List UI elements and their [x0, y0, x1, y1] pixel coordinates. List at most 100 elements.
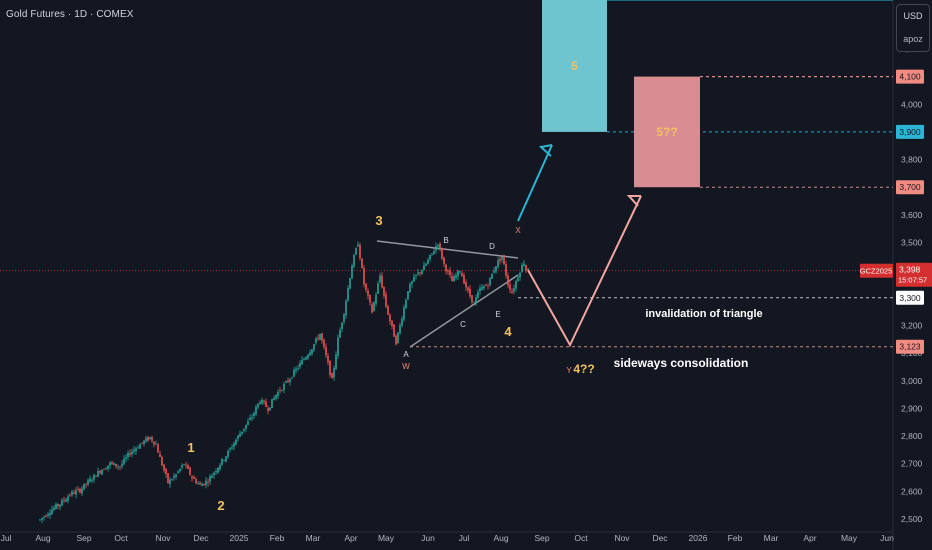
- candle-body: [373, 302, 375, 312]
- current-price-tag: [896, 262, 932, 287]
- price-level-tag: [896, 290, 924, 305]
- candle-body: [271, 399, 273, 409]
- candle-body: [193, 477, 195, 479]
- candle-body: [81, 488, 83, 494]
- triangle-lines: [376, 240, 519, 348]
- x-tick-label: Jul: [459, 533, 470, 543]
- candle-body: [365, 283, 367, 290]
- candle-body: [257, 403, 259, 408]
- candle-body: [299, 362, 301, 367]
- candle-body: [467, 287, 469, 291]
- symbol-tag: [860, 263, 893, 278]
- candle-body: [195, 479, 197, 484]
- candle-body: [117, 466, 119, 468]
- candle-body: [281, 390, 283, 391]
- candle-body: [197, 483, 199, 485]
- candle-body: [441, 248, 443, 259]
- triangle-boundary: [376, 240, 519, 259]
- x-tick-label: Sep: [534, 533, 549, 543]
- candle-body: [135, 448, 137, 452]
- candle-body: [437, 244, 439, 247]
- candle-body: [325, 346, 327, 356]
- y-tick-label: 2,900: [901, 403, 923, 413]
- candle-body: [201, 484, 203, 487]
- candle-body: [393, 324, 395, 337]
- candle-body: [39, 519, 41, 521]
- candle-body: [511, 291, 513, 293]
- wave-label: W: [402, 362, 410, 371]
- candle-body: [207, 481, 209, 483]
- candle-body: [49, 512, 51, 516]
- wave-label: 3: [375, 213, 382, 228]
- candle-body: [517, 277, 519, 282]
- currency-unit-box[interactable]: USD apoz: [896, 4, 930, 52]
- candle-body: [87, 480, 89, 485]
- wave-label: D: [489, 242, 495, 251]
- candle-body: [317, 337, 319, 339]
- candle-body: [509, 284, 511, 291]
- wave-label: 2: [217, 498, 224, 513]
- candle-body: [405, 299, 407, 309]
- candle-body: [187, 465, 189, 469]
- candle-body: [139, 444, 141, 449]
- candle-body: [507, 275, 509, 286]
- candle-body: [401, 318, 403, 326]
- candle-body: [105, 468, 107, 470]
- candle-body: [285, 381, 287, 383]
- candle-body: [145, 438, 147, 442]
- y-tick-label: 4,000: [901, 99, 923, 109]
- x-tick-label: Nov: [155, 533, 171, 543]
- candle-body: [307, 354, 309, 359]
- candle-body: [231, 447, 233, 449]
- time-axis[interactable]: Jul Aug Sep Oct Nov Dec 2025 Feb Mar Apr May Jun Jul…: [1, 533, 895, 543]
- candle-body: [97, 470, 99, 477]
- price-level-tag: [896, 339, 924, 354]
- price-level-tag-label: 3,700: [899, 182, 921, 192]
- wave-labels: 5 5?? 3 B D X C E4 AW Y 4?? 1 2 invalidation of trian…: [187, 59, 762, 513]
- candle-body: [389, 314, 391, 322]
- candle-body: [475, 297, 477, 304]
- projection-arrows: [517, 144, 642, 348]
- candle-body: [239, 433, 241, 437]
- candle-body: [199, 482, 201, 485]
- candle-body: [313, 344, 315, 350]
- y-tick-label: 3,200: [901, 320, 923, 330]
- invalidation-note: invalidation of triangle: [645, 308, 762, 320]
- candle-body: [59, 504, 61, 507]
- candle-body: [223, 459, 225, 461]
- candle-body: [113, 462, 115, 465]
- projection-box: [542, 0, 607, 132]
- price-axis[interactable]: 2,5002,6002,7002,8002,9003,0003,1003,200…: [860, 44, 932, 524]
- projection-label: 5: [571, 59, 578, 73]
- candle-body: [265, 401, 267, 407]
- candle-body: [263, 400, 265, 403]
- candle-body: [253, 412, 255, 417]
- candle-body: [361, 258, 363, 269]
- candle-body: [111, 461, 113, 464]
- candle-body: [321, 333, 323, 341]
- candle-body: [485, 285, 487, 286]
- currency-label: USD: [903, 11, 923, 21]
- candle-body: [443, 257, 445, 265]
- candle-body: [143, 440, 145, 444]
- countdown-label: 15:07:57: [898, 276, 927, 285]
- candle-body: [521, 264, 523, 273]
- candle-body: [339, 329, 341, 338]
- candle-body: [527, 268, 529, 270]
- candle-body: [203, 483, 205, 485]
- x-tick-label: Feb: [270, 533, 285, 543]
- candle-body: [323, 339, 325, 348]
- candle-body: [505, 264, 507, 276]
- candle-body: [481, 286, 483, 290]
- y-tick-label: 3,500: [901, 238, 923, 248]
- candle-body: [51, 509, 53, 515]
- candle-body: [427, 259, 429, 264]
- candle-body: [209, 476, 211, 482]
- candle-body: [493, 270, 495, 273]
- candle-body: [91, 480, 93, 481]
- wave-label: A: [403, 350, 409, 359]
- candle-body: [221, 458, 223, 465]
- y-tick-label: 3,800: [901, 155, 923, 165]
- candle-body: [471, 295, 473, 302]
